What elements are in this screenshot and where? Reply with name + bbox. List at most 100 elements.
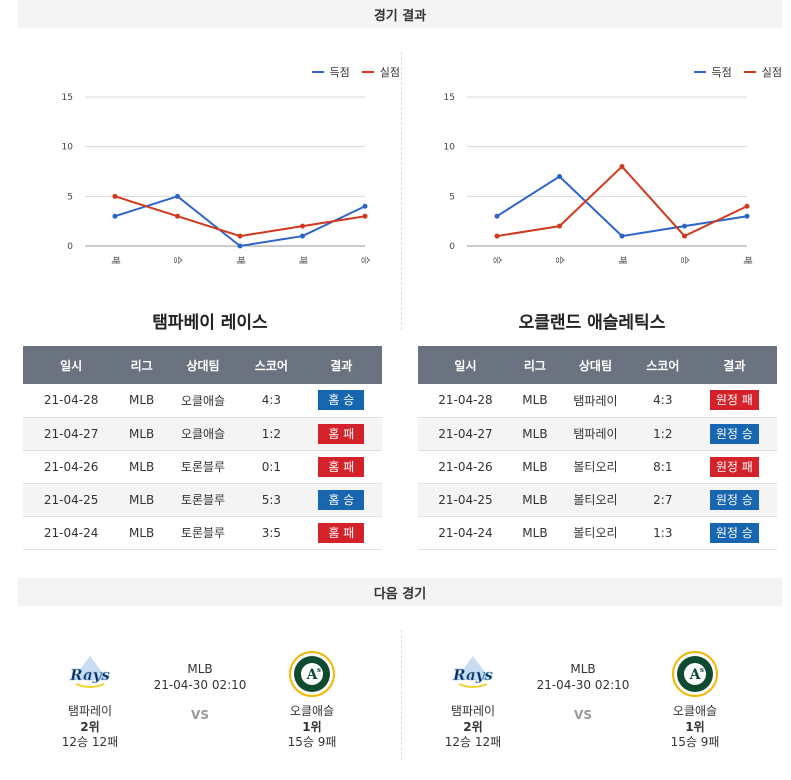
vs-label: VS [191,708,209,722]
cell-league: MLB [119,483,164,517]
cell-result: 원정 승 [691,516,777,550]
table-row: 21-04-24 MLB 토론블루 3:5 홈 패 [23,516,382,550]
table-row: 21-04-26 MLB 토론블루 0:1 홈 패 [23,450,382,484]
svg-text:s: s [700,665,704,674]
team-1-title: 탬파베이 레이스 [152,313,268,333]
table-row: 21-04-24 MLB 볼티오리 1:3 원정 승 [418,516,777,550]
match-league: MLB [187,662,213,676]
home-team-record: 12승 12패 [444,735,502,749]
cell-date: 21-04-27 [418,417,513,451]
home-team-record: 12승 12패 [61,735,119,749]
team-2-score-chart: 득점 실점 0 5 10 15 승 승 패 승 패 [412,52,782,282]
cell-date: 21-04-25 [418,483,513,517]
team-1-results-table: 일시 리그 상대팀 스코어 결과 21-04-28 MLB 오클애슬 4:3 홈 승 21… [23,346,382,550]
team-2-title: 오클랜드 애슬레틱스 [518,313,666,333]
col-result: 결과 [691,346,777,384]
col-score: 스코어 [242,346,301,384]
results-divider [401,52,402,330]
data-point [744,203,750,209]
results-section-header: 경기 결과 [18,0,782,28]
home-team-rank: 2위 [80,720,100,734]
cell-league: MLB [119,450,164,484]
home-team-rank: 2위 [463,720,483,734]
data-point [557,223,562,229]
cell-date: 21-04-28 [418,384,513,418]
cell-score: 3:5 [242,516,301,550]
x-tick-label: 승 [172,256,183,264]
y-tick-label: 5 [449,192,455,202]
table-row: 21-04-27 MLB 탬파레이 1:2 원정 승 [418,417,777,451]
data-point [237,243,243,249]
athletics-logo-icon: A s [671,650,719,698]
legend-swatch-allowed [361,71,374,73]
data-point [682,233,687,239]
cell-result: 홈 패 [300,516,382,550]
match-datetime: 21-04-30 02:10 [153,678,247,692]
cell-date: 21-04-26 [418,450,513,484]
away-team[interactable]: A s 오클애슬 1위 15승 9패 [267,650,357,749]
x-tick-label: 패 [617,256,628,264]
next-divider [401,630,402,760]
home-team-name: 탬파레이 [450,704,496,718]
table-header-row: 일시 리그 상대팀 스코어 결과 [23,346,382,384]
next-match-card[interactable]: Rays 탬파레이 2위 12승 12패 MLB 21-04-30 02:10 … [45,650,345,780]
table-row: 21-04-26 MLB 볼티오리 8:1 원정 패 [418,450,777,484]
chart-legend: 득점 실점 [693,64,782,80]
cell-opponent: 볼티오리 [556,450,634,484]
vs-label: VS [574,708,592,722]
data-point [682,223,687,229]
away-team-rank: 1위 [302,720,322,734]
col-league: 리그 [512,346,557,384]
series-line-scored [496,175,748,238]
table-row: 21-04-28 MLB 탬파레이 4:3 원정 패 [418,384,777,418]
cell-date: 21-04-26 [23,450,120,484]
cell-score: 4:3 [633,384,692,418]
table-row: 21-04-25 MLB 볼티오리 2:7 원정 승 [418,483,777,517]
home-team[interactable]: Rays 탬파레이 2위 12승 12패 [45,650,135,749]
data-point [362,213,368,219]
y-tick-label: 0 [67,242,73,252]
away-team-record: 15승 9패 [670,735,720,749]
away-team[interactable]: A s 오클애슬 1위 15승 9패 [650,650,740,749]
legend-swatch-allowed [743,71,756,73]
cell-league: MLB [512,516,557,550]
y-tick-label: 10 [444,143,456,153]
cell-result: 원정 패 [691,450,777,484]
legend-item-allowed: 실점 [743,64,782,80]
col-score: 스코어 [633,346,692,384]
x-tick-label: 승 [492,256,503,264]
data-point [237,233,243,239]
x-tick-label: 승 [679,256,690,264]
cell-result: 홈 패 [300,417,382,451]
next-section-title: 다음 경기 [373,586,427,602]
result-badge: 홈 승 [318,489,365,510]
x-tick-label: 승 [554,256,565,264]
cell-opponent: 탬파레이 [556,384,634,418]
cell-opponent: 볼티오리 [556,483,634,517]
result-badge: 홈 패 [318,522,365,543]
legend-swatch-scored [311,71,324,73]
data-point [300,233,305,239]
legend-item-scored: 득점 [311,64,350,80]
result-badge: 홈 승 [318,390,365,411]
next-match-card[interactable]: Rays 탬파레이 2위 12승 12패 MLB 21-04-30 02:10 … [428,650,728,780]
legend-swatch-scored [693,71,706,73]
cell-league: MLB [119,384,164,418]
table-row: 21-04-28 MLB 오클애슬 4:3 홈 승 [23,384,382,418]
y-tick-label: 5 [67,192,73,202]
home-team-name: 탬파레이 [67,704,113,718]
col-opponent: 상대팀 [163,346,243,384]
data-point [112,213,118,219]
y-tick-label: 15 [444,93,455,103]
cell-result: 원정 승 [691,417,777,451]
match-league: MLB [570,662,596,676]
match-info: MLB 21-04-30 02:10 VS [523,662,643,722]
cell-score: 1:2 [242,417,301,451]
home-team[interactable]: Rays 탬파레이 2위 12승 12패 [428,650,518,749]
x-tick-label: 패 [235,256,246,264]
next-section-header: 다음 경기 [18,578,782,606]
table-row: 21-04-27 MLB 오클애슬 1:2 홈 패 [23,417,382,451]
x-tick-label: 패 [742,256,753,264]
cell-score: 4:3 [242,384,301,418]
col-date: 일시 [418,346,513,384]
